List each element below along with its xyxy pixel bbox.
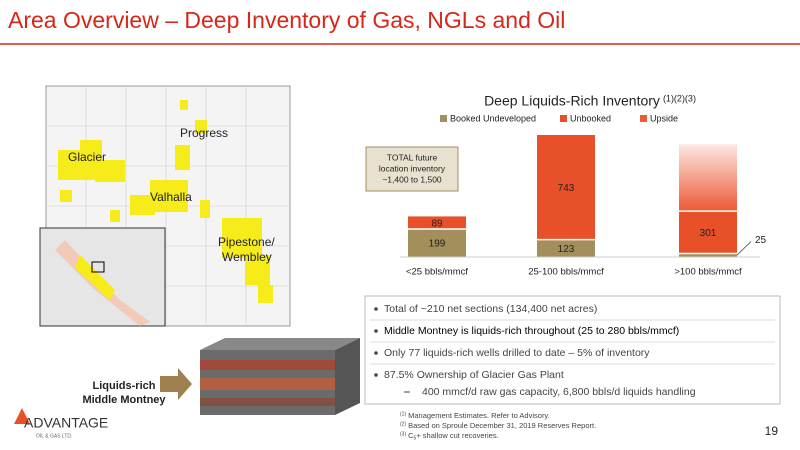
map-label: Progress <box>180 126 228 140</box>
bar-segment <box>408 228 466 257</box>
bullet-text: Only 77 liquids-rich wells drilled to da… <box>384 347 650 359</box>
data-label: 25 <box>755 235 767 246</box>
bar-segment <box>537 239 595 257</box>
footnote: (3) <box>400 431 406 437</box>
bar-segment <box>679 211 737 254</box>
block-label: Middle Montney <box>82 394 166 406</box>
leader <box>736 241 752 256</box>
x-tick-label: >100 bbls/mmcf <box>674 267 742 278</box>
bullet-dot <box>374 373 378 377</box>
map-label: Glacier <box>68 150 106 164</box>
logo: ADVANTAGE <box>24 415 108 431</box>
bullet-dot <box>374 307 378 311</box>
data-label: 199 <box>429 239 446 250</box>
x-tick-label: 25-100 bbls/mmcf <box>528 267 604 278</box>
x-tick-label: <25 bbls/mmcf <box>406 267 468 278</box>
footnote: (2) <box>400 421 406 427</box>
legend-label: Unbooked <box>570 113 611 123</box>
slide-title: Area Overview – Deep Inventory of Gas, N… <box>8 7 565 33</box>
footnote: (1) <box>400 411 406 417</box>
footnote: Based on Sproule December 31, 2019 Reser… <box>408 421 596 430</box>
callout-text: ~1,400 to 1,500 <box>382 174 442 184</box>
sub-bullet-text: 400 mmcf/d raw gas capacity, 6,800 bbls/… <box>422 386 696 398</box>
footnote: Management Estimates. Refer to Advisory. <box>408 411 550 420</box>
footnote: 5 <box>414 435 417 441</box>
footnote: C <box>408 431 414 440</box>
legend-label: Upside <box>650 113 678 123</box>
data-label: 743 <box>558 183 575 194</box>
map <box>39 85 291 327</box>
page-number: 19 <box>765 424 779 438</box>
bar-fade <box>679 144 737 212</box>
map-label: Pipestone/ <box>218 235 275 249</box>
footnote: + shallow cut recoveries. <box>416 431 498 440</box>
chart-title-note: (1)(2)(3) <box>663 93 696 103</box>
callout-text: TOTAL future <box>387 152 438 162</box>
legend-swatch <box>640 115 647 122</box>
logo-sub: OIL & GAS LTD. <box>36 433 72 439</box>
arrow <box>160 368 192 400</box>
logo-mark <box>14 408 30 424</box>
data-label: 89 <box>431 218 443 229</box>
bullet-text: Total of ~210 net sections (134,400 net … <box>384 303 597 315</box>
bar-segment <box>679 253 737 257</box>
bullet-text: 87.5% Ownership of Glacier Gas Plant <box>384 369 564 381</box>
bar-segment <box>408 216 466 229</box>
map-label: Valhalla <box>150 190 192 204</box>
legend-label: Booked Undeveloped <box>450 113 536 123</box>
map-label: Wembley <box>222 250 272 264</box>
data-label: 123 <box>558 244 575 255</box>
callout-text: location inventory <box>379 163 446 173</box>
callout-box <box>365 146 459 192</box>
bar-segment <box>537 135 595 240</box>
legend-swatch <box>560 115 567 122</box>
legend-swatch <box>440 115 447 122</box>
bullet-dot <box>374 351 378 355</box>
bullet-text: Middle Montney is liquids-rich throughou… <box>384 325 679 337</box>
bullet-dot <box>374 329 378 333</box>
chart-title: Deep Liquids-Rich Inventory <box>484 93 660 109</box>
montney-block <box>200 338 360 415</box>
block-label: Liquids-rich <box>93 380 156 392</box>
bullet-box <box>364 295 781 405</box>
data-label: 301 <box>700 228 717 239</box>
